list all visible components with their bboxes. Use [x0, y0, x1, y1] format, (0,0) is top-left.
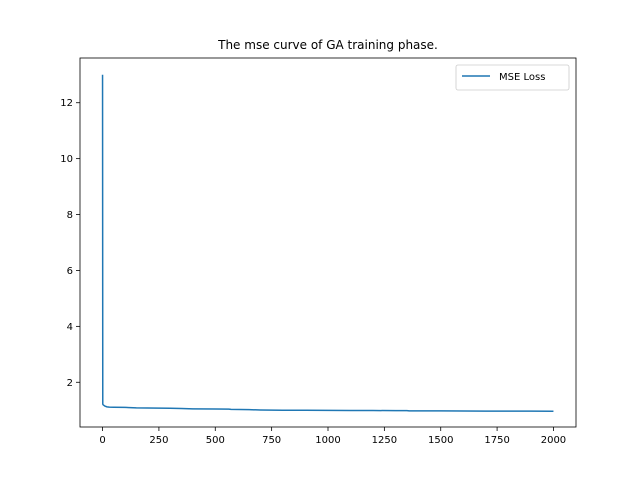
y-tick-label: 10 [60, 154, 73, 165]
y-tick-label: 4 [67, 322, 73, 333]
y-tick-label: 8 [67, 210, 73, 221]
x-tick-label: 0 [99, 435, 105, 446]
legend: MSE Loss [455, 64, 570, 91]
x-tick-label: 250 [149, 435, 168, 446]
x-tick-label: 1250 [372, 435, 397, 446]
chart-title: The mse curve of GA training phase. [217, 38, 438, 52]
x-tick-label: 750 [262, 435, 281, 446]
x-tick-label: 1000 [315, 435, 340, 446]
x-tick-label: 500 [206, 435, 225, 446]
series-layer [101, 74, 554, 412]
series-line-mse-loss [101, 74, 554, 412]
legend-label: MSE Loss [499, 72, 545, 83]
y-tick-label: 2 [67, 378, 73, 389]
x-axis: 0 250 500 750 1000 1250 1500 1750 2000 [99, 427, 566, 446]
x-tick-label: 1750 [484, 435, 509, 446]
y-tick-label: 6 [67, 266, 73, 277]
x-tick-label: 2000 [541, 435, 566, 446]
axes-frame [79, 57, 577, 428]
x-tick-label: 1500 [428, 435, 453, 446]
y-tick-label: 12 [60, 98, 73, 109]
plot-area [79, 57, 577, 428]
legend-box [455, 64, 570, 91]
y-axis: 2 4 6 8 10 12 [60, 98, 80, 389]
